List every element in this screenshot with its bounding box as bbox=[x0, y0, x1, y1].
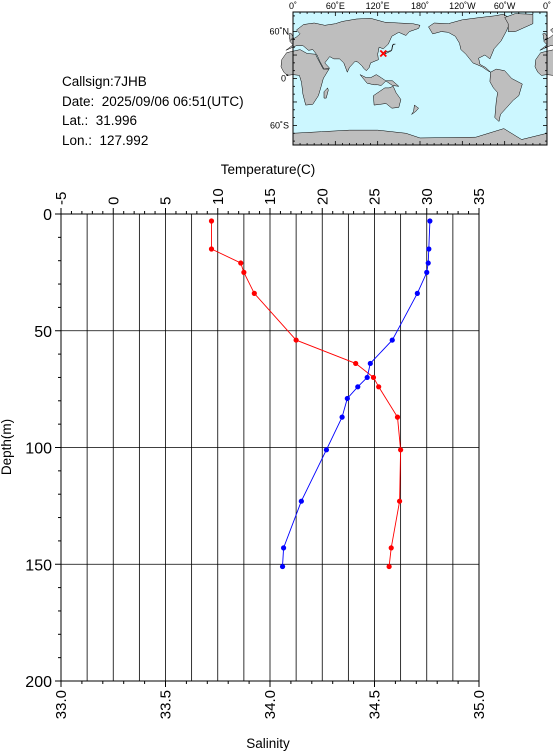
salinity-data-point bbox=[414, 290, 420, 296]
salinity-axis-label: Salinity bbox=[246, 736, 290, 751]
salinity-data-point bbox=[339, 414, 345, 420]
temperature-data-point bbox=[208, 246, 215, 252]
salinity-data-point bbox=[280, 545, 287, 551]
salinity-data-point bbox=[344, 395, 350, 402]
temperature-tick-label: 30 bbox=[419, 188, 436, 205]
temperature-tick-label: 20 bbox=[314, 188, 331, 205]
temperature-tick-label: 35 bbox=[471, 188, 488, 205]
depth-axis-label: Depth(m) bbox=[0, 419, 14, 475]
station-marker bbox=[379, 49, 387, 58]
temperature-tick-label: -5 bbox=[53, 192, 70, 205]
temperature-tick-label: 15 bbox=[262, 188, 279, 205]
map-longitude-label: 60˚W bbox=[494, 1, 516, 11]
map-longitude-label: 180˚ bbox=[411, 1, 429, 11]
salinity-data-point bbox=[355, 384, 361, 390]
salinity-data-point bbox=[323, 447, 330, 453]
chart-series bbox=[208, 218, 433, 570]
depth-tick-label: 200 bbox=[25, 674, 52, 691]
station-marker-cross bbox=[379, 49, 387, 58]
temperature-data-point bbox=[396, 498, 403, 504]
map-longitude-labels: 0˚ 60˚E 120˚E 180˚ 120˚W 60˚W 0˚ bbox=[289, 1, 551, 11]
map-longitude-label: 120˚W bbox=[449, 1, 476, 11]
uk-landmass bbox=[288, 32, 295, 40]
north-america-landmass bbox=[428, 14, 513, 73]
map-ticks bbox=[292, 12, 548, 145]
chart-grid bbox=[61, 214, 479, 681]
salinity-data-point bbox=[389, 337, 395, 343]
salinity-data-point bbox=[426, 246, 432, 252]
salinity-tick-labels: 33.0 33.5 34.0 34.5 35.0 bbox=[53, 690, 488, 719]
temperature-data-point bbox=[370, 374, 377, 381]
date-label: Date: 2025/09/06 06:51(UTC) bbox=[62, 93, 244, 109]
temperature-data-point bbox=[208, 218, 215, 224]
temperature-data-point bbox=[238, 260, 244, 266]
depth-tick-label: 0 bbox=[43, 207, 52, 224]
location-map: 0˚ 60˚E 120˚E 180˚ 120˚W 60˚W 0˚ 60˚N 0˚ 60˚S bbox=[269, 1, 553, 146]
south-america-landmass bbox=[489, 68, 523, 122]
map-latitude-label: 60˚S bbox=[270, 120, 289, 130]
station-info: Callsign:7JHB Date: 2025/09/06 06:51(UTC… bbox=[62, 72, 244, 150]
salinity-profile-line bbox=[282, 220, 431, 567]
salinity-tick-label: 35.0 bbox=[471, 690, 488, 719]
temperature-data-point bbox=[293, 337, 299, 343]
temperature-data-point bbox=[251, 290, 257, 296]
salinity-data-point bbox=[424, 269, 430, 275]
salinity-data-point bbox=[298, 498, 304, 504]
plot-frame bbox=[60, 213, 480, 682]
temperature-data-point bbox=[376, 384, 382, 390]
temperature-tick-label: 5 bbox=[158, 197, 175, 205]
salinity-data-point bbox=[279, 563, 286, 570]
map-longitude-label: 120˚E bbox=[366, 1, 390, 11]
salinity-tick-label: 34.5 bbox=[367, 690, 384, 719]
depth-tick-labels: 0 50 100 150 200 bbox=[25, 207, 52, 691]
map-land bbox=[280, 11, 553, 146]
temperature-tick-labels: -5 0 5 10 15 20 25 30 35 bbox=[53, 188, 488, 205]
madagascar-landmass bbox=[323, 87, 329, 99]
japan-landmass bbox=[384, 43, 396, 55]
salinity-tick-label: 33.0 bbox=[53, 690, 70, 719]
temperature-data-point bbox=[394, 414, 401, 420]
map-longitude-label: 0˚ bbox=[289, 1, 297, 11]
temperature-data-point bbox=[388, 545, 394, 551]
depth-tick-label: 150 bbox=[25, 557, 52, 574]
map-latitude-label: 0˚ bbox=[281, 74, 289, 84]
map-latitude-label: 60˚N bbox=[269, 27, 289, 37]
latitude-label: Lat.: 31.996 bbox=[62, 113, 138, 128]
longitude-label: Lon.: 127.992 bbox=[62, 132, 149, 148]
temperature-data-point bbox=[386, 563, 392, 570]
temperature-tick-label: 10 bbox=[210, 188, 227, 205]
salinity-data-point bbox=[425, 260, 431, 266]
salinity-data-point bbox=[367, 360, 373, 367]
callsign-label: Callsign:7JHB bbox=[62, 74, 147, 89]
greenland-landmass bbox=[504, 13, 534, 32]
new-zealand-landmass bbox=[411, 104, 419, 115]
temperature-data-point bbox=[398, 447, 404, 453]
temperature-profile-line bbox=[211, 221, 402, 567]
australia-landmass bbox=[373, 85, 402, 109]
salinity-tick-label: 34.0 bbox=[262, 690, 279, 719]
europe-asia-landmass-wrap bbox=[539, 27, 553, 51]
africa-landmass-wrap bbox=[534, 49, 553, 76]
depth-tick-label: 100 bbox=[25, 441, 52, 458]
salinity-data-point bbox=[364, 374, 370, 381]
temperature-data-point bbox=[241, 269, 247, 275]
europe-asia-landmass bbox=[285, 18, 421, 73]
depth-tick-label: 50 bbox=[34, 324, 52, 341]
temperature-data-point bbox=[353, 360, 359, 367]
temperature-axis-label: Temperature(C) bbox=[221, 162, 316, 177]
temperature-tick-label: 25 bbox=[367, 188, 384, 205]
map-longitude-label: 60˚E bbox=[326, 1, 345, 11]
salinity-data-point bbox=[427, 218, 433, 224]
map-longitude-label: 0˚ bbox=[543, 1, 551, 11]
salinity-tick-label: 33.5 bbox=[158, 690, 175, 719]
indonesia-landmass bbox=[359, 74, 400, 87]
temperature-tick-label: 0 bbox=[105, 197, 122, 205]
map-latitude-labels: 60˚N 0˚ 60˚S bbox=[269, 27, 289, 131]
uk-landmass-wrap bbox=[542, 32, 549, 40]
